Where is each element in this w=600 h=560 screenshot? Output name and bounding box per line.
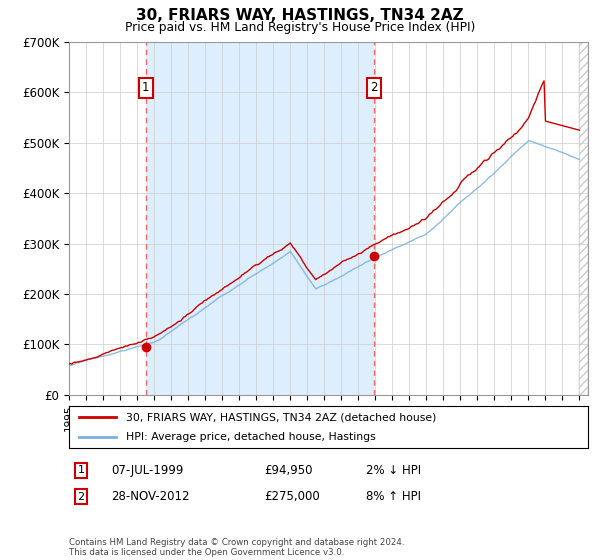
Text: HPI: Average price, detached house, Hastings: HPI: Average price, detached house, Hast… bbox=[126, 432, 376, 442]
Text: 30, FRIARS WAY, HASTINGS, TN34 2AZ (detached house): 30, FRIARS WAY, HASTINGS, TN34 2AZ (deta… bbox=[126, 412, 436, 422]
Text: 30, FRIARS WAY, HASTINGS, TN34 2AZ: 30, FRIARS WAY, HASTINGS, TN34 2AZ bbox=[136, 8, 464, 24]
Text: £275,000: £275,000 bbox=[264, 490, 320, 503]
Text: 1: 1 bbox=[142, 81, 149, 95]
Text: Price paid vs. HM Land Registry's House Price Index (HPI): Price paid vs. HM Land Registry's House … bbox=[125, 21, 475, 34]
Text: 8% ↑ HPI: 8% ↑ HPI bbox=[366, 490, 421, 503]
Bar bbox=[146, 42, 374, 395]
Text: 2: 2 bbox=[77, 492, 85, 502]
Text: Contains HM Land Registry data © Crown copyright and database right 2024.
This d: Contains HM Land Registry data © Crown c… bbox=[69, 538, 404, 557]
Text: 28-NOV-2012: 28-NOV-2012 bbox=[111, 490, 190, 503]
Text: 07-JUL-1999: 07-JUL-1999 bbox=[111, 464, 184, 477]
Bar bbox=[580, 42, 588, 395]
Text: 1: 1 bbox=[77, 465, 85, 475]
Text: 2% ↓ HPI: 2% ↓ HPI bbox=[366, 464, 421, 477]
Text: £94,950: £94,950 bbox=[264, 464, 313, 477]
Text: 2: 2 bbox=[370, 81, 377, 95]
